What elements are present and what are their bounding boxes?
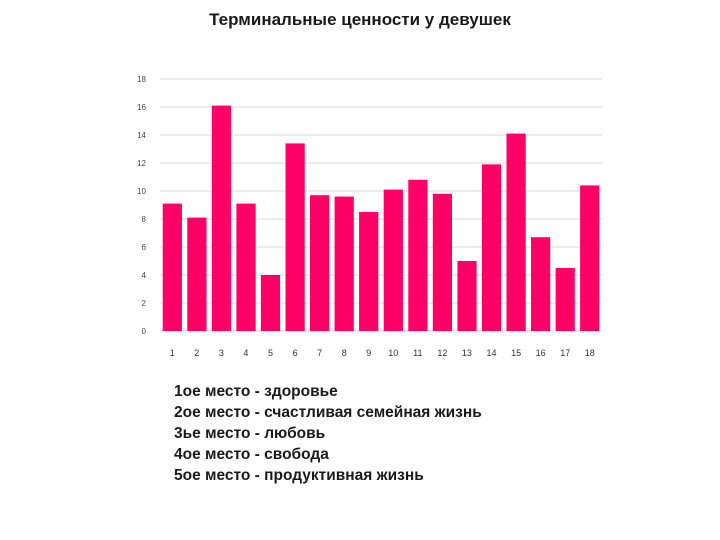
y-tick-label: 2 bbox=[142, 299, 147, 308]
ranking-item-1: 1ое место - здоровье bbox=[174, 383, 338, 400]
y-tick-label: 4 bbox=[142, 271, 147, 280]
x-tick-label: 7 bbox=[317, 348, 322, 358]
x-tick-label: 4 bbox=[243, 348, 248, 358]
y-tick-label: 18 bbox=[137, 75, 146, 84]
bar-10 bbox=[383, 189, 403, 331]
bar-1 bbox=[162, 203, 182, 331]
x-tick-label: 18 bbox=[585, 348, 595, 358]
bar-3 bbox=[211, 105, 231, 331]
x-tick-label: 5 bbox=[268, 348, 273, 358]
bar-9 bbox=[359, 212, 379, 331]
bar-5 bbox=[260, 275, 281, 331]
x-tick-label: 1 bbox=[170, 348, 175, 358]
x-axis-ticks: 1 2 3 4 5 6 7 8 9 10 11 12 13 14 15 16 17 18 bbox=[170, 348, 595, 358]
x-tick-label: 13 bbox=[462, 348, 472, 358]
ranking-list: 1ое место - здоровье 2ое место - счастли… bbox=[174, 381, 482, 486]
y-tick-label: 6 bbox=[142, 243, 147, 252]
y-tick-label: 12 bbox=[137, 159, 146, 168]
ranking-item-4: 4ое место - свобода bbox=[174, 446, 329, 463]
bar-4 bbox=[236, 203, 256, 331]
x-tick-label: 3 bbox=[219, 348, 224, 358]
bar-15 bbox=[506, 133, 526, 331]
bar-13 bbox=[457, 261, 477, 331]
bar-2 bbox=[187, 217, 207, 331]
bar-7 bbox=[310, 195, 330, 331]
y-tick-label: 8 bbox=[142, 215, 147, 224]
x-tick-label: 14 bbox=[486, 348, 496, 358]
bar-6 bbox=[285, 143, 305, 331]
grid-lines bbox=[160, 78, 602, 332]
ranking-item-5: 5ое место - продуктивная жизнь bbox=[174, 467, 424, 484]
y-tick-label: 10 bbox=[137, 187, 146, 196]
y-axis-ticks: 0 2 4 6 8 10 12 14 16 18 bbox=[137, 75, 146, 336]
x-tick-label: 9 bbox=[366, 348, 371, 358]
bar-14 bbox=[481, 164, 502, 331]
ranking-item-2: 2ое место - счастливая семейная жизнь bbox=[174, 404, 482, 421]
y-tick-label: 0 bbox=[142, 327, 147, 336]
x-tick-label: 11 bbox=[413, 348, 422, 358]
x-tick-label: 8 bbox=[342, 348, 347, 358]
bar-16 bbox=[531, 237, 551, 331]
x-tick-label: 17 bbox=[560, 348, 570, 358]
bars bbox=[162, 105, 600, 331]
bar-17 bbox=[555, 268, 575, 331]
y-tick-label: 14 bbox=[137, 131, 146, 140]
bar-11 bbox=[408, 179, 428, 331]
x-tick-label: 16 bbox=[536, 348, 546, 358]
bar-18 bbox=[580, 185, 600, 331]
slide-title: Терминальные ценности у девушек bbox=[209, 10, 511, 29]
x-tick-label: 10 bbox=[388, 348, 398, 358]
x-tick-label: 15 bbox=[511, 348, 521, 358]
ranking-item-3: 3ье место - любовь bbox=[174, 425, 326, 442]
bar-8 bbox=[334, 196, 354, 331]
y-tick-label: 16 bbox=[137, 103, 146, 112]
x-tick-label: 12 bbox=[437, 348, 447, 358]
x-tick-label: 2 bbox=[194, 348, 199, 358]
bar-12 bbox=[432, 193, 452, 331]
x-tick-label: 6 bbox=[293, 348, 298, 358]
